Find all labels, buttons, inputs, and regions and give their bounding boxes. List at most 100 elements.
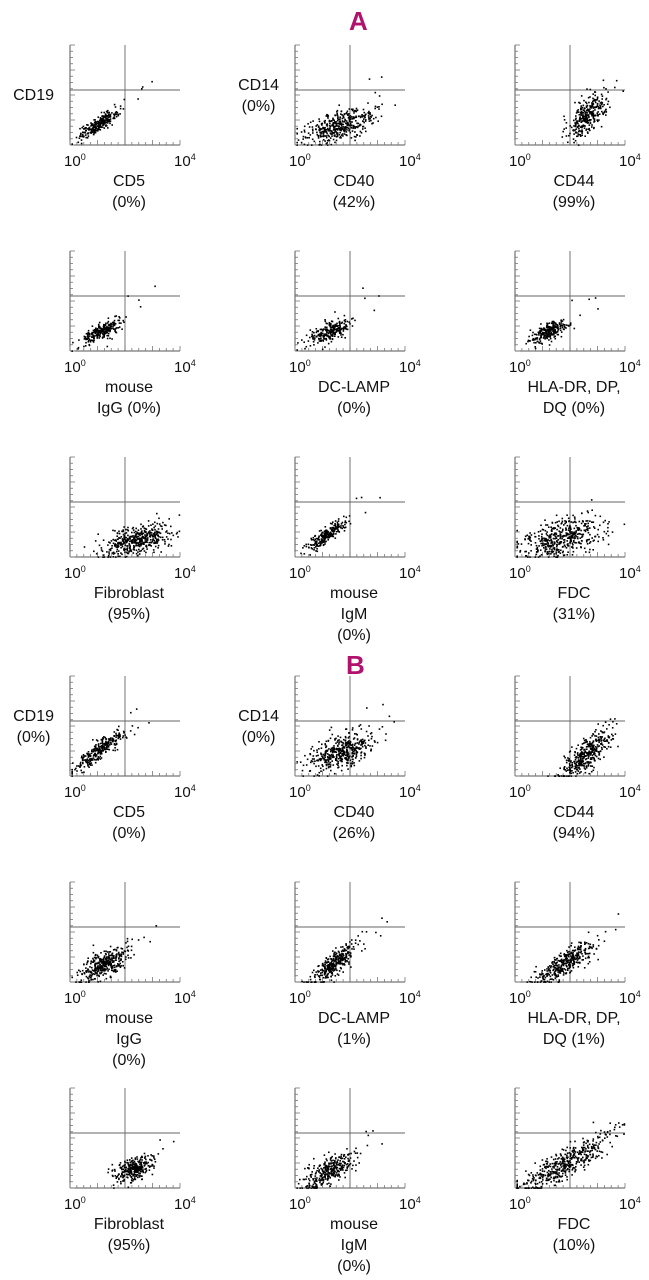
data-point — [573, 536, 576, 538]
data-point — [603, 104, 605, 106]
data-point — [345, 328, 348, 330]
data-point — [551, 550, 553, 552]
data-point — [544, 548, 547, 550]
data-point — [575, 775, 577, 777]
data-point — [111, 739, 114, 742]
data-point — [111, 338, 113, 340]
data-point — [328, 330, 331, 332]
data-point — [353, 110, 355, 112]
data-point — [574, 759, 577, 761]
data-point — [570, 540, 572, 543]
data-point — [77, 346, 80, 349]
panel-label-b: B — [346, 650, 365, 680]
data-point — [323, 127, 326, 130]
x-axis-label-line: FDC — [557, 585, 591, 602]
data-point — [565, 527, 567, 529]
data-point — [315, 550, 317, 552]
data-point — [321, 535, 323, 538]
data-point — [537, 549, 539, 551]
data-point — [74, 768, 76, 771]
data-point — [99, 330, 101, 333]
data-point — [139, 550, 141, 553]
data-point — [143, 543, 145, 545]
data-point — [601, 95, 604, 97]
data-point — [550, 528, 553, 531]
data-point — [374, 91, 377, 94]
data-point — [542, 529, 545, 531]
data-point — [134, 530, 137, 533]
data-point — [108, 111, 110, 114]
data-point — [581, 535, 584, 537]
data-point — [587, 762, 589, 764]
data-point — [318, 127, 321, 129]
data-point — [79, 127, 81, 130]
data-point — [90, 960, 93, 962]
data-point — [117, 542, 119, 544]
data-point — [586, 112, 589, 114]
data-point — [154, 521, 156, 524]
data-point — [320, 770, 322, 772]
data-point — [317, 538, 319, 541]
data-point — [342, 744, 344, 746]
data-point — [100, 757, 103, 759]
data-point — [114, 322, 117, 325]
data-point — [578, 528, 581, 530]
data-point — [133, 545, 136, 548]
data-point — [609, 106, 611, 109]
data-point — [101, 738, 103, 741]
data-point — [529, 539, 531, 542]
data-point — [116, 546, 119, 548]
data-point — [348, 520, 350, 523]
data-point — [574, 537, 577, 539]
data-point — [305, 334, 308, 337]
data-point — [332, 128, 335, 131]
data-point — [588, 116, 590, 118]
data-point — [339, 118, 341, 121]
data-point — [563, 324, 566, 326]
data-point — [86, 758, 89, 760]
data-point — [560, 522, 563, 525]
data-point — [320, 123, 323, 125]
data-point — [97, 968, 100, 971]
data-point — [586, 743, 589, 745]
data-point — [585, 102, 588, 105]
data-point — [99, 959, 101, 962]
data-point — [351, 325, 354, 327]
data-point — [327, 761, 330, 763]
data-point — [550, 322, 553, 325]
data-point — [581, 129, 583, 131]
data-point — [324, 543, 326, 545]
data-point — [133, 733, 136, 736]
data-point — [88, 981, 90, 983]
data-point — [351, 749, 353, 751]
data-point — [589, 129, 591, 132]
data-point — [525, 550, 527, 553]
data-point — [309, 770, 312, 772]
data-point — [102, 969, 105, 971]
data-point — [590, 499, 593, 501]
data-point — [109, 945, 112, 948]
data-point — [349, 323, 351, 325]
data-point — [112, 553, 115, 555]
data-point — [96, 330, 98, 333]
data-point — [340, 124, 343, 126]
data-point — [78, 339, 80, 341]
data-point — [557, 525, 560, 528]
data-point — [326, 144, 329, 146]
data-point — [552, 550, 555, 553]
data-point — [577, 757, 580, 759]
data-point — [609, 746, 612, 748]
data-point — [324, 541, 326, 543]
data-point — [90, 974, 93, 977]
data-point — [562, 535, 564, 537]
data-point — [152, 533, 155, 535]
data-point — [328, 763, 331, 765]
data-point — [122, 529, 124, 531]
data-point — [167, 538, 169, 540]
data-point — [565, 135, 568, 137]
data-point — [568, 325, 570, 327]
data-point — [337, 118, 340, 121]
data-point — [345, 127, 347, 129]
data-point — [345, 754, 347, 757]
data-point — [98, 121, 101, 123]
